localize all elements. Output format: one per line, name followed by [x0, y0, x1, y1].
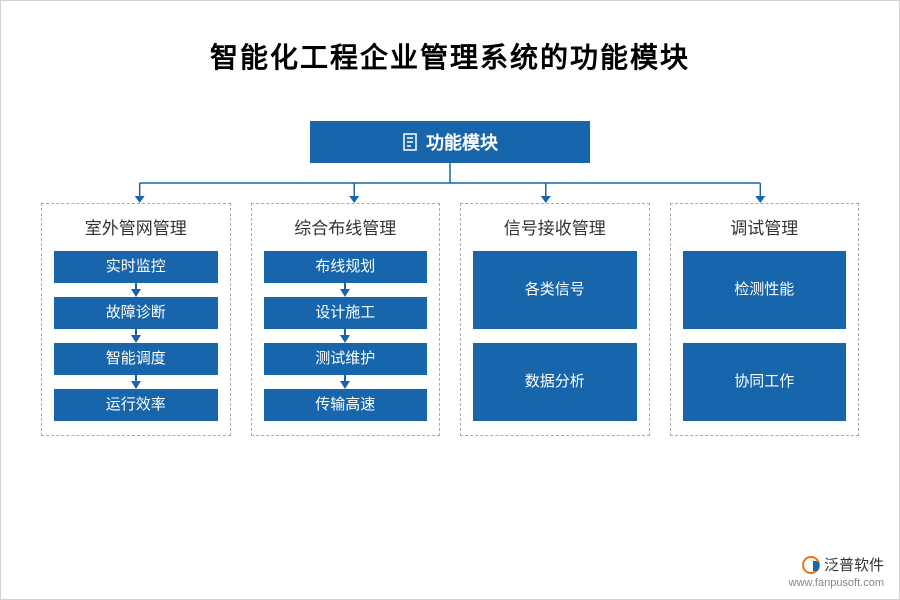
root-label: 功能模块	[426, 129, 498, 155]
arrow-down-icon	[340, 335, 350, 343]
module-item: 测试维护	[264, 343, 428, 375]
arrow-down-icon	[340, 289, 350, 297]
module-item: 设计施工	[264, 297, 428, 329]
module-item: 智能调度	[54, 343, 218, 375]
arrow-down-icon	[131, 289, 141, 297]
document-icon	[402, 133, 418, 151]
connector-area	[1, 163, 899, 203]
brand-text: 泛普软件	[824, 554, 884, 575]
column-2: 信号接收管理各类信号数据分析	[460, 203, 650, 436]
watermark: 泛普软件 www.fanpusoft.com	[789, 554, 884, 589]
column-header: 综合布线管理	[264, 214, 428, 239]
column-3: 调试管理检测性能协同工作	[670, 203, 860, 436]
module-item: 布线规划	[264, 251, 428, 283]
module-item: 运行效率	[54, 389, 218, 421]
column-0: 室外管网管理实时监控故障诊断智能调度运行效率	[41, 203, 231, 436]
column-header: 室外管网管理	[54, 214, 218, 239]
module-item: 协同工作	[683, 343, 847, 421]
arrow-down-icon	[131, 381, 141, 389]
arrow-down-icon	[131, 335, 141, 343]
columns-container: 室外管网管理实时监控故障诊断智能调度运行效率综合布线管理布线规划设计施工测试维护…	[1, 203, 899, 436]
module-item: 各类信号	[473, 251, 637, 329]
column-1: 综合布线管理布线规划设计施工测试维护传输高速	[251, 203, 441, 436]
module-item: 检测性能	[683, 251, 847, 329]
column-header: 调试管理	[683, 214, 847, 239]
arrow-down-icon	[340, 381, 350, 389]
watermark-url: www.fanpusoft.com	[789, 577, 884, 589]
connector-lines	[1, 163, 899, 203]
column-header: 信号接收管理	[473, 214, 637, 239]
root-node: 功能模块	[310, 121, 590, 163]
module-item: 故障诊断	[54, 297, 218, 329]
logo-icon	[802, 556, 820, 574]
module-item: 传输高速	[264, 389, 428, 421]
module-item: 实时监控	[54, 251, 218, 283]
page-title: 智能化工程企业管理系统的功能模块	[1, 1, 899, 76]
module-item: 数据分析	[473, 343, 637, 421]
watermark-brand: 泛普软件	[789, 554, 884, 575]
